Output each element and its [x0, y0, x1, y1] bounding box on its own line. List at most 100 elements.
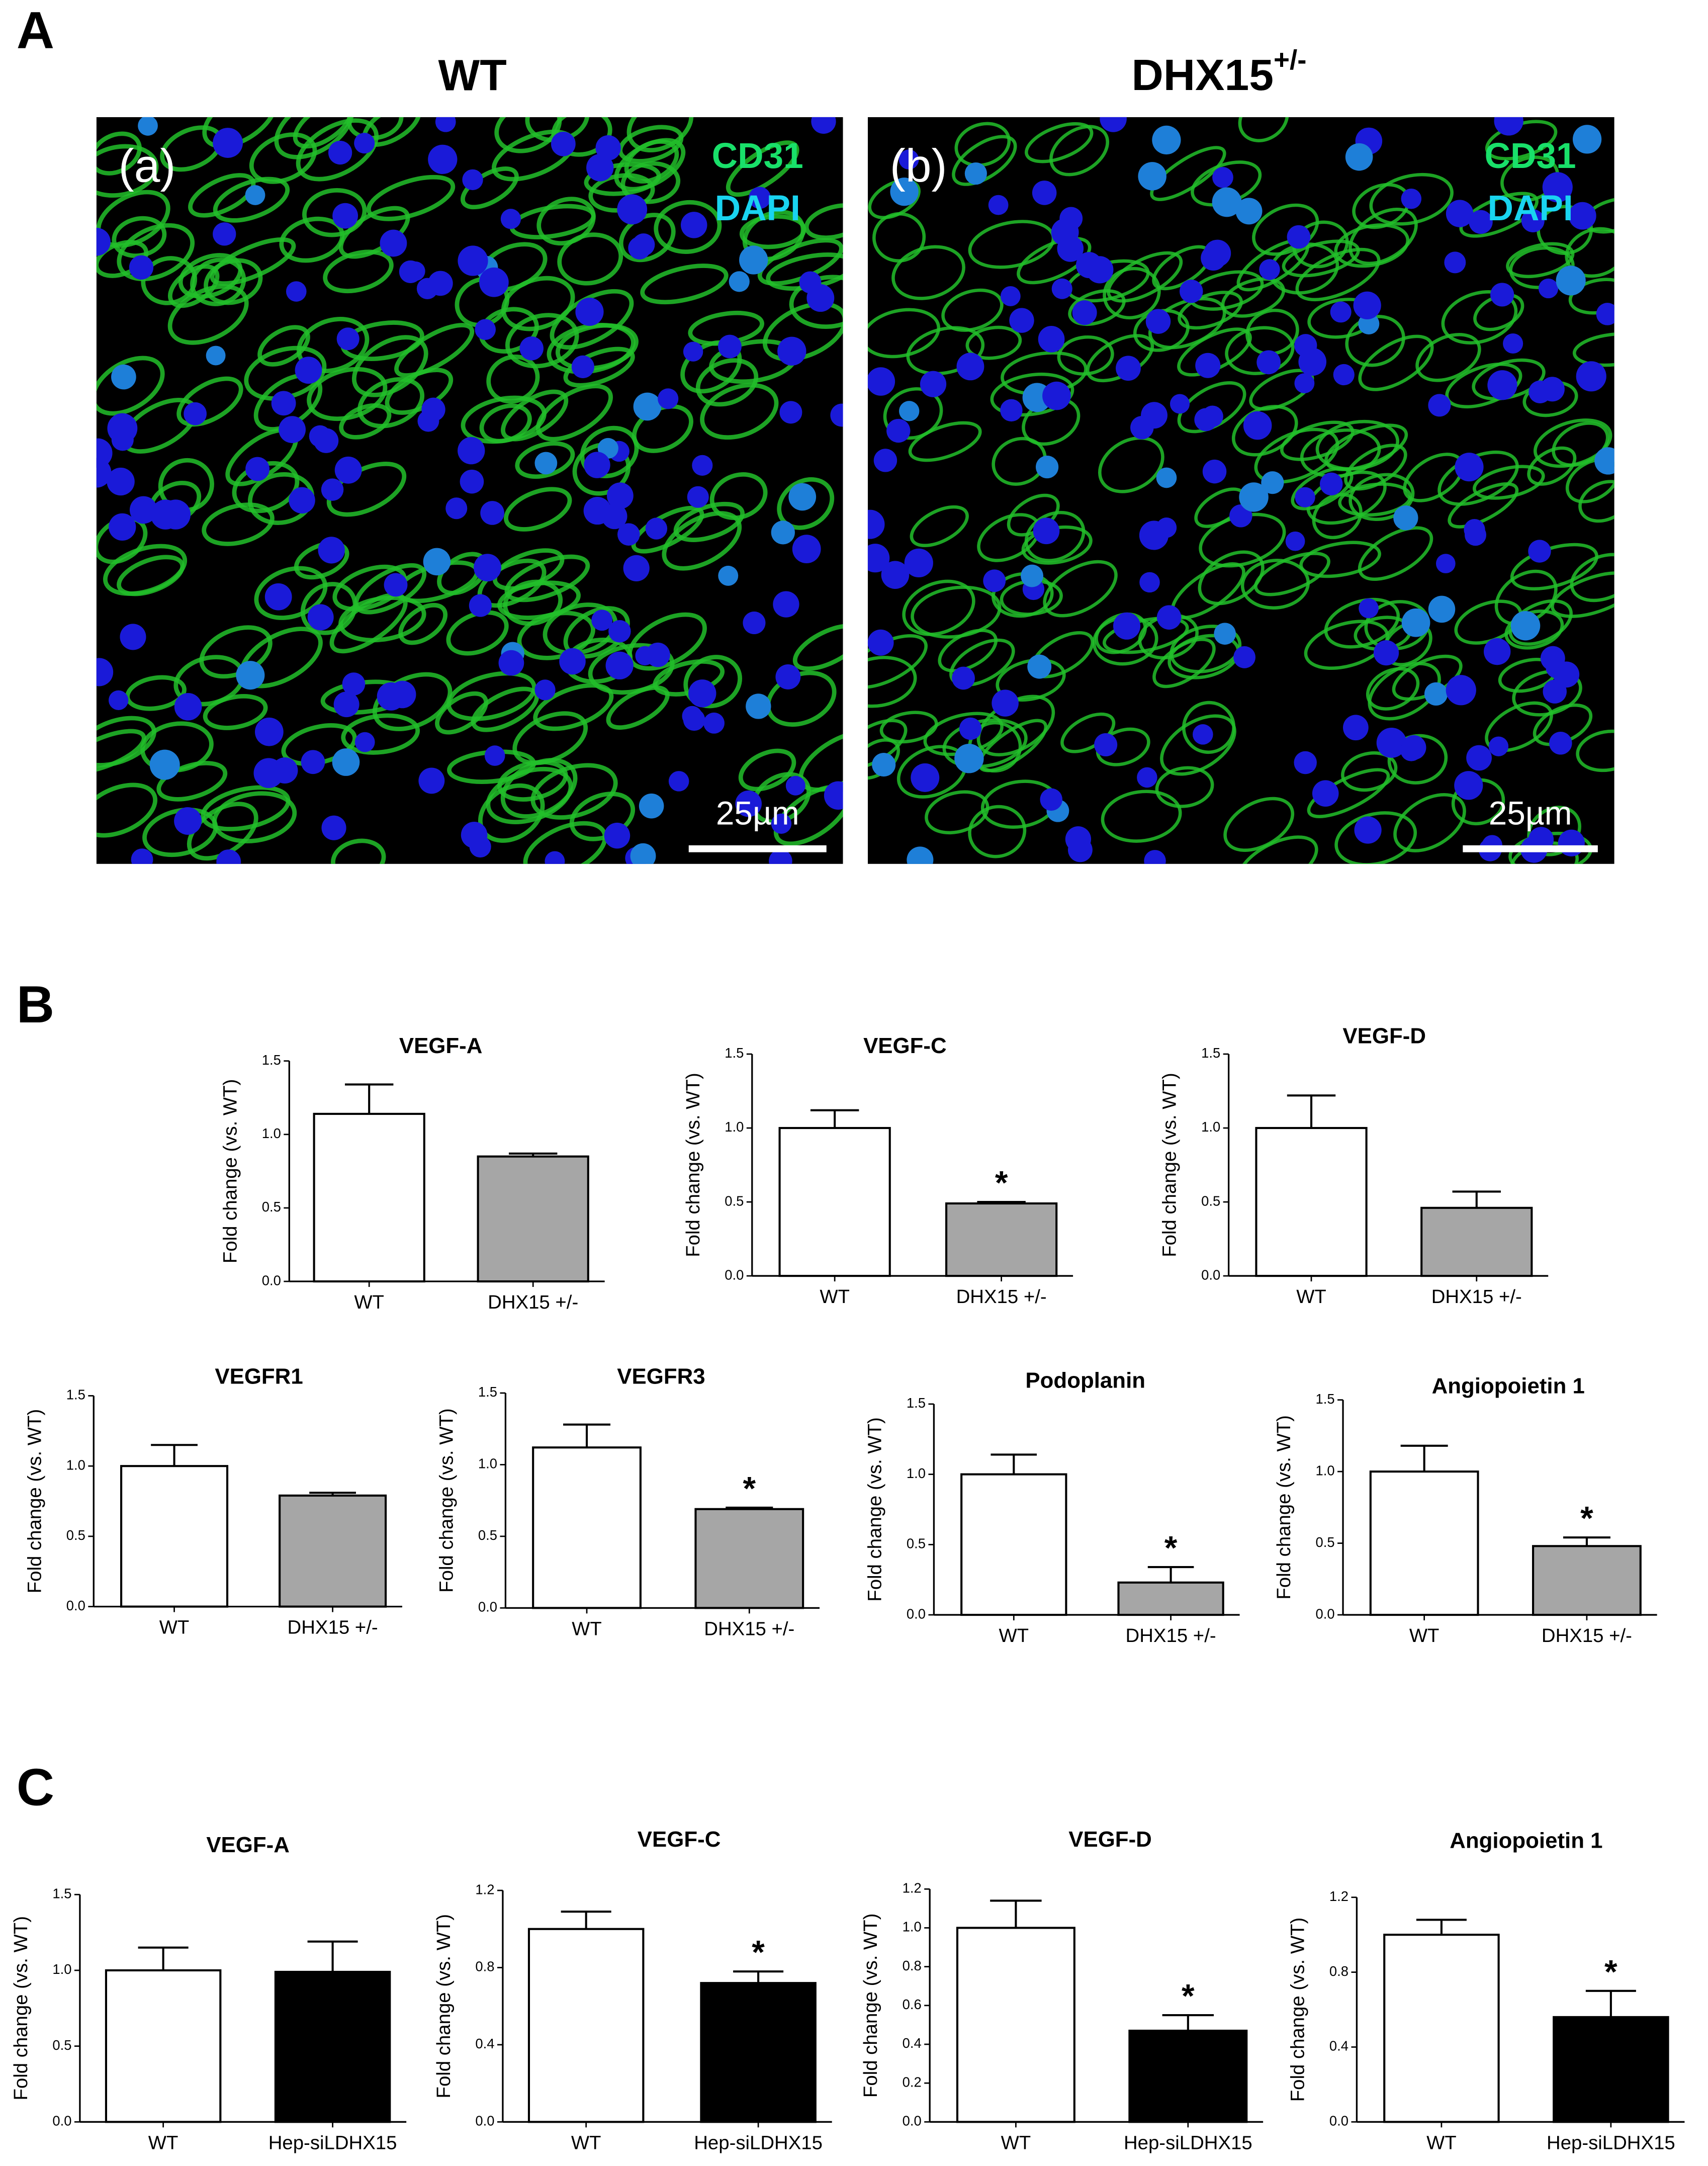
nucleus: [213, 222, 236, 246]
nucleus: [295, 357, 322, 384]
nucleus: [174, 807, 202, 835]
vessel: [1307, 768, 1390, 818]
nucleus: [1538, 278, 1559, 299]
vessel: [523, 821, 607, 864]
nucleus: [1000, 286, 1021, 306]
nucleus: [1503, 333, 1523, 354]
vessel: [1312, 493, 1363, 540]
y-tick-label: 0.0: [478, 1599, 497, 1615]
bar: [527, 1928, 645, 2123]
nucleus: [1027, 654, 1052, 679]
vessel: [992, 437, 1047, 486]
vessel: [1527, 446, 1577, 486]
nucleus: [458, 437, 485, 465]
x-tick-label: DHX15 +/-: [1126, 1625, 1216, 1647]
nucleus: [1243, 411, 1272, 440]
y-tick-label: 1.2: [475, 1881, 494, 1897]
vessel: [792, 624, 843, 671]
x-tick-label: WT: [571, 2132, 601, 2153]
bar-chart: Angiopoietin 1 Fold change (vs. WT) 0.0 0.4…: [1287, 1829, 1685, 2153]
nucleus: [1233, 646, 1256, 668]
nucleus: [96, 227, 111, 256]
significance-mark: *: [752, 1934, 765, 1971]
bar-chart: VEGF-A Fold change (vs. WT) 0.0 0.5 1.0 1.5 WT…: [10, 1833, 407, 2153]
nucleus: [318, 537, 345, 564]
vessel: [1068, 289, 1126, 326]
significance-mark: *: [743, 1469, 756, 1507]
nucleus: [1116, 356, 1141, 381]
panel-label: A: [17, 2, 54, 60]
nucleus: [342, 672, 366, 696]
vessel: [1368, 662, 1441, 721]
y-tick-label: 1.0: [478, 1456, 497, 1471]
vessel: [1565, 458, 1614, 503]
nucleus: [1212, 187, 1242, 217]
nucleus: [149, 749, 180, 780]
image-overlays: (a) CD31 DAPI 25µm (b) CD31 DAPI 25µm: [119, 136, 1598, 852]
nucleus: [264, 583, 292, 611]
vessel: [1324, 423, 1408, 471]
nucleus: [279, 416, 306, 444]
nucleus: [380, 229, 407, 257]
vessel: [142, 807, 218, 857]
vessel: [1177, 381, 1246, 434]
nucleus: [206, 345, 226, 366]
vessel: [879, 711, 938, 744]
vessel: [867, 656, 917, 708]
x-tick-label: DHX15 +/-: [704, 1618, 794, 1639]
bar: [532, 1446, 642, 1609]
nucleus: [131, 848, 153, 864]
nucleus: [321, 815, 346, 840]
image-title-main: DHX15: [1131, 50, 1274, 100]
chart-title: VEGF-D: [1342, 1024, 1426, 1049]
vessel: [96, 356, 165, 416]
nucleus: [769, 849, 792, 864]
vessel: [1178, 291, 1243, 330]
vessel: [662, 511, 742, 571]
vessel: [341, 713, 420, 755]
vessel: [968, 805, 1027, 858]
nucleus: [479, 267, 509, 297]
y-axis-label: Fold change (vs. WT): [1159, 1073, 1181, 1257]
x-tick-label: Hep-siLDHX15: [268, 2132, 397, 2153]
bar-chart: VEGF-C Fold change (vs. WT) 0.0 0.5 1.0 1.5 WT…: [682, 1033, 1073, 1308]
y-tick-label: 0.5: [52, 2037, 71, 2053]
nucleus: [1490, 283, 1514, 307]
nucleus: [1482, 835, 1502, 856]
nucleus: [904, 548, 933, 578]
nucleus: [1239, 482, 1269, 512]
nucleus: [1059, 207, 1083, 230]
vessel: [1043, 560, 1118, 618]
nucleus: [1261, 471, 1284, 494]
nucleus: [920, 371, 947, 397]
image-title-sup: +/-: [1274, 44, 1306, 75]
nucleus: [1528, 540, 1551, 563]
vessel: [1095, 612, 1147, 654]
vessel: [394, 323, 475, 378]
vessel: [503, 487, 572, 532]
vessel: [486, 766, 573, 824]
nucleus: [332, 748, 360, 776]
nucleus: [377, 682, 405, 711]
bar: [778, 1127, 891, 1277]
vessel: [188, 173, 256, 218]
nucleus: [1454, 771, 1483, 800]
vessel: [631, 505, 704, 554]
nucleus: [703, 712, 725, 734]
nucleus: [771, 813, 792, 834]
nucleus: [735, 790, 762, 817]
vessel: [1358, 334, 1434, 391]
y-tick-label: 1.2: [903, 1880, 922, 1896]
nucleus: [1435, 554, 1456, 573]
nucleus: [384, 573, 408, 597]
vessel: [1324, 597, 1400, 649]
vessel: [726, 140, 799, 197]
bar-chart: VEGF-A Fold change (vs. WT) 0.0 0.5 1.0 1.5 WT…: [219, 1033, 605, 1313]
nucleus: [617, 194, 648, 225]
nucleus: [1180, 280, 1203, 303]
x-tick-label: Hep-siLDHX15: [1547, 2132, 1675, 2153]
nucleus: [964, 162, 987, 185]
bar: [1128, 2029, 1248, 2123]
scale-bar-label: 25µm: [716, 794, 799, 831]
nucleus: [218, 129, 239, 150]
